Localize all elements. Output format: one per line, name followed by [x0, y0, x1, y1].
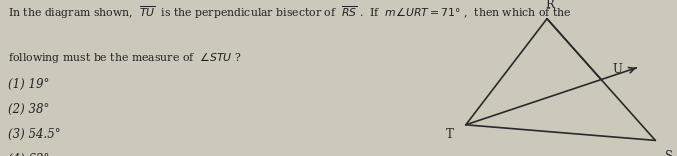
Text: (3) 54.5°: (3) 54.5°: [8, 128, 61, 141]
Text: (4) 62°: (4) 62°: [8, 153, 49, 156]
Text: T: T: [445, 128, 454, 141]
Text: following must be the measure of  $\angle STU$ ?: following must be the measure of $\angle…: [8, 50, 242, 65]
Text: R: R: [545, 0, 554, 11]
Text: In the diagram shown,  $\overline{TU}$  is the perpendicular bisector of  $\over: In the diagram shown, $\overline{TU}$ is…: [8, 5, 571, 21]
Text: S: S: [665, 150, 673, 156]
Text: (2) 38°: (2) 38°: [8, 103, 49, 116]
Text: U: U: [612, 63, 622, 76]
Text: (1) 19°: (1) 19°: [8, 78, 49, 91]
